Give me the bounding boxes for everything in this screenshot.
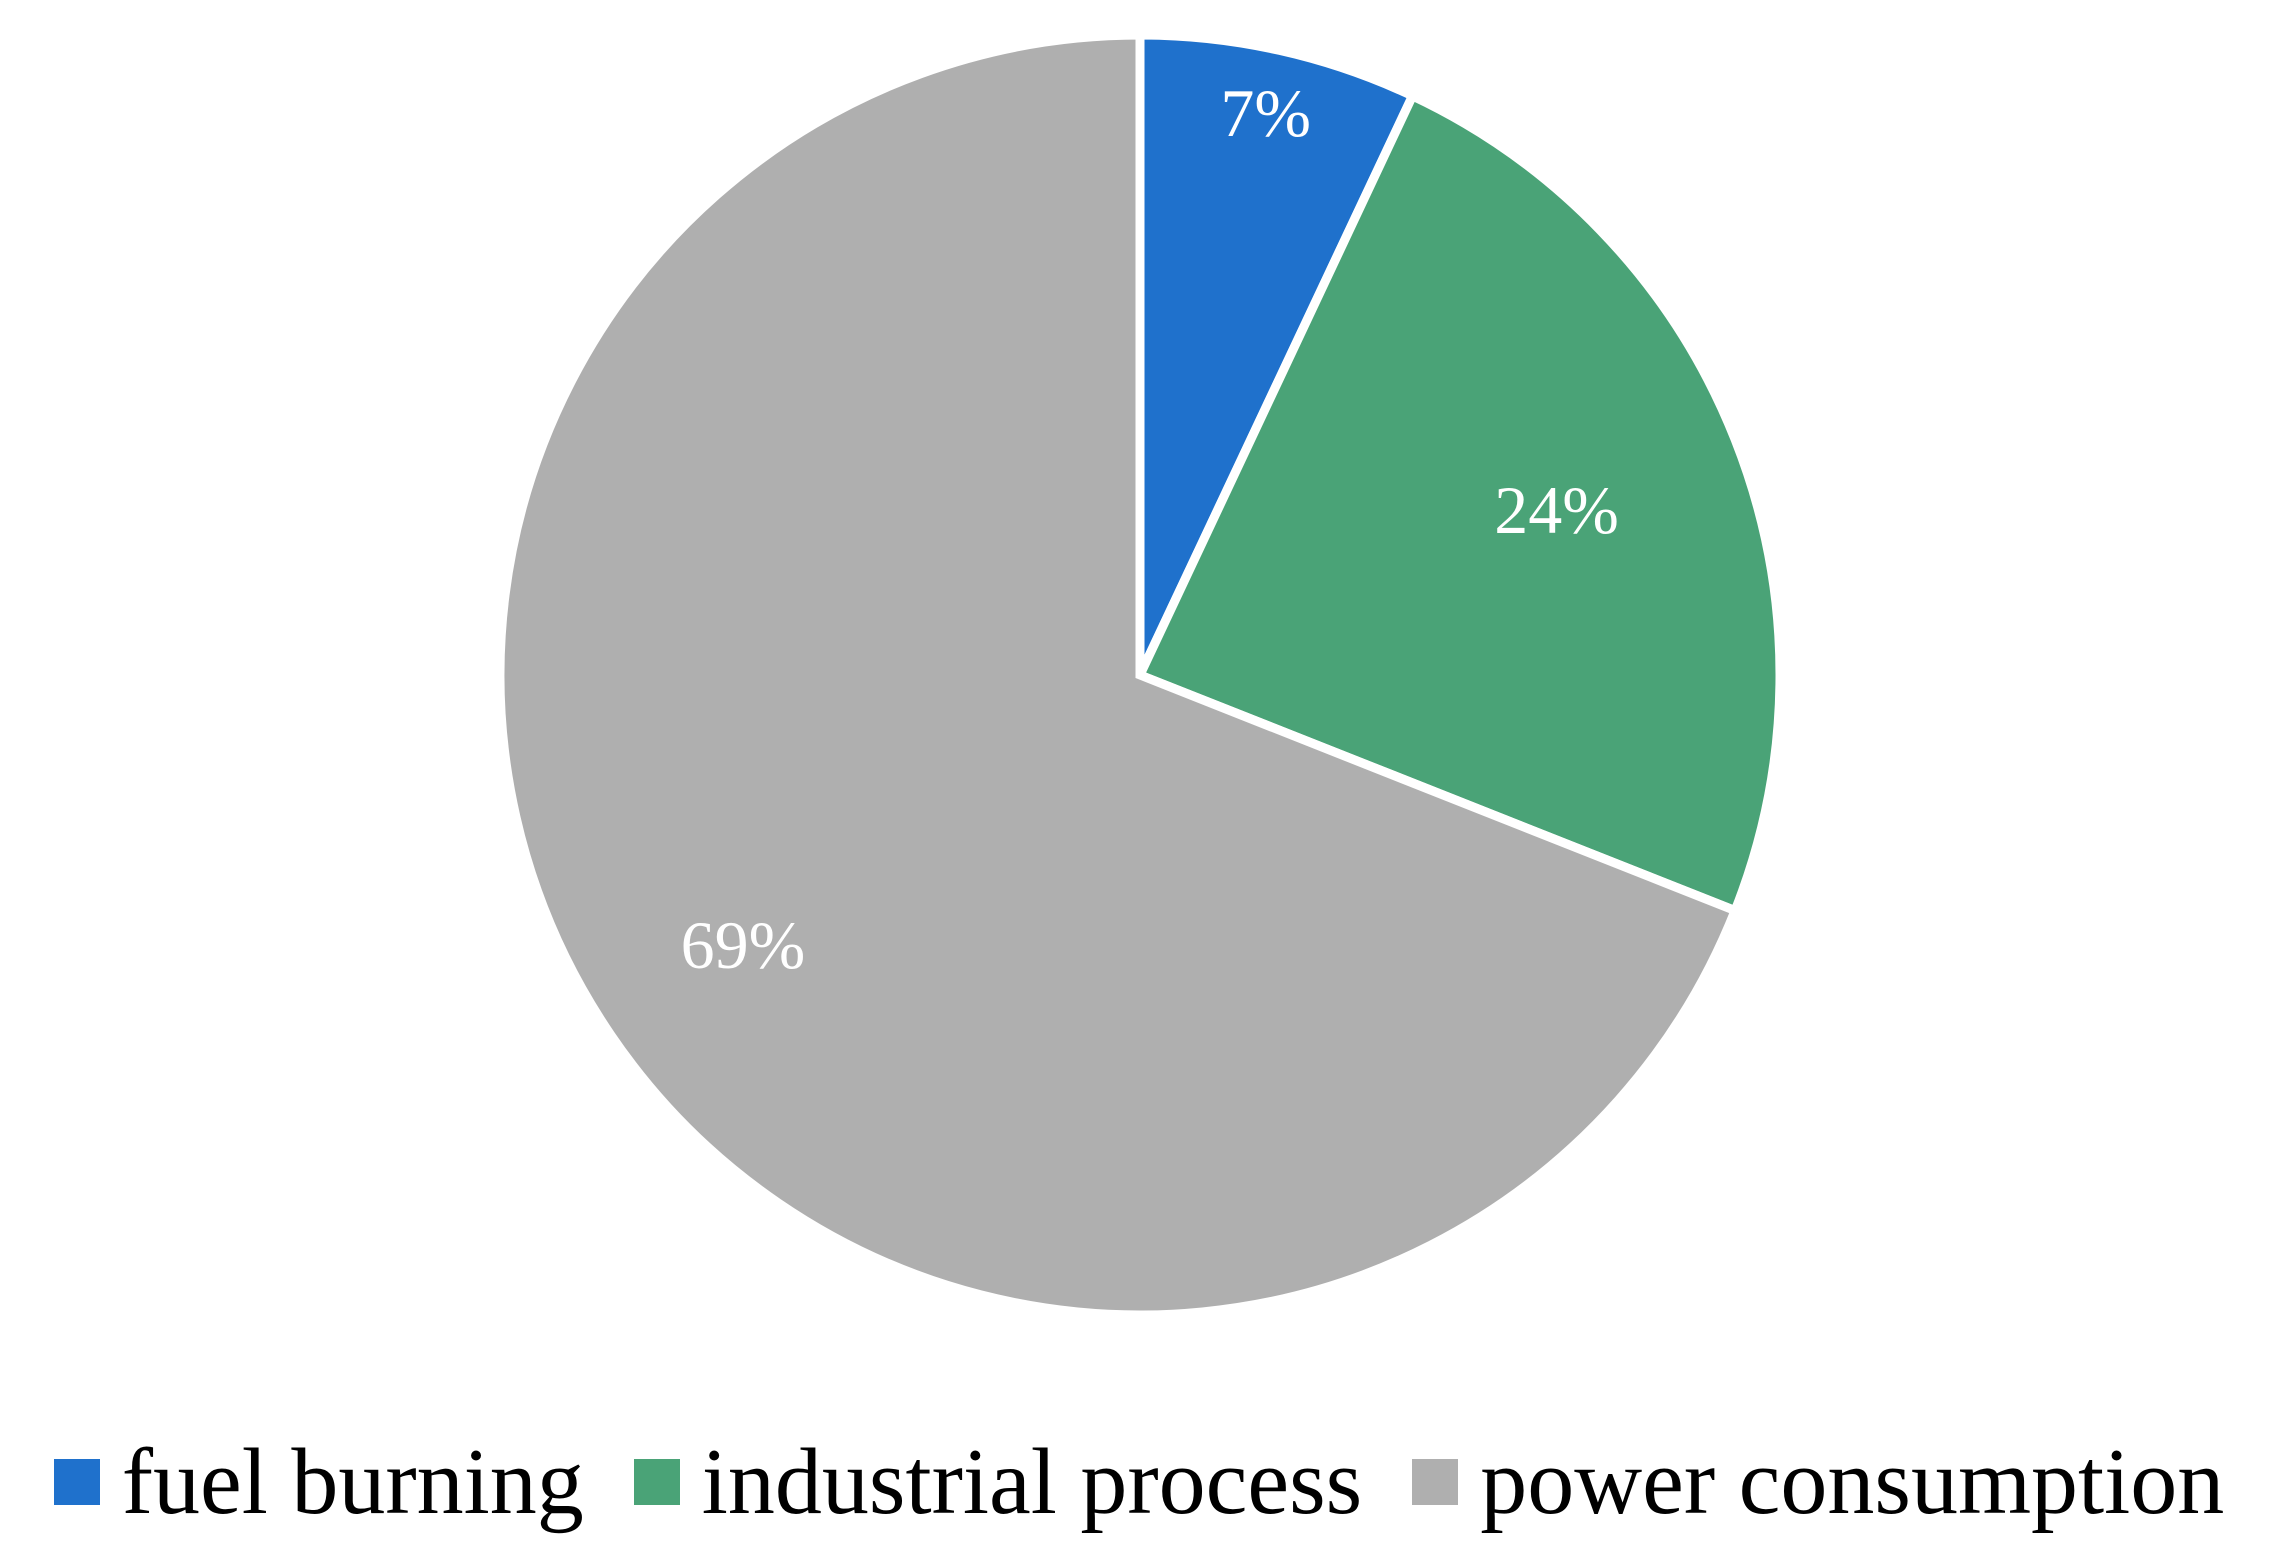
- legend-item-power-consumption: power consumption: [1412, 1435, 2224, 1529]
- data-label-industrial-process: 24%: [1494, 472, 1619, 548]
- pie-slice-fuel-burning: [1135, 30, 1419, 677]
- legend-swatch: [53, 1459, 100, 1505]
- data-label-power-consumption: 69%: [681, 907, 806, 983]
- legend-swatch: [633, 1459, 680, 1505]
- legend-label: fuel burning: [121, 1430, 584, 1534]
- data-label-fuel-burning: 7%: [1220, 75, 1311, 151]
- legend-label: industrial process: [701, 1430, 1363, 1534]
- legend-label: power consumption: [1480, 1430, 2225, 1534]
- legend: fuel burning industrial process power cons…: [0, 1432, 2278, 1532]
- legend-item-fuel-burning: fuel burning: [53, 1430, 584, 1534]
- legend-swatch: [1412, 1459, 1459, 1505]
- pie-slice-industrial-process: [1133, 89, 1785, 917]
- pie-slice-power-consumption: [495, 30, 1741, 1320]
- legend-item-industrial-process: industrial process: [633, 1430, 1363, 1534]
